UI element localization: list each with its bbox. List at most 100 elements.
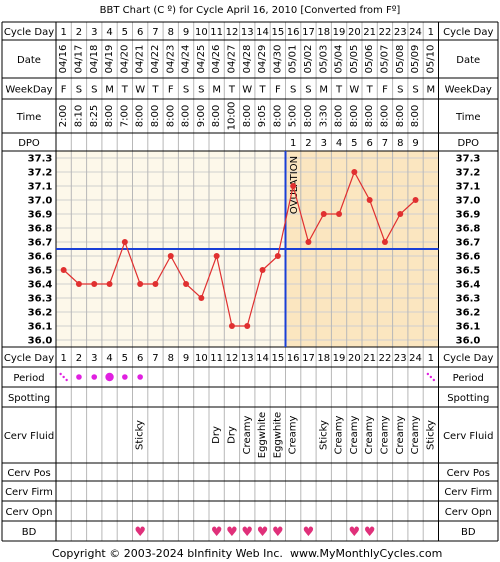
y-tick-label-left: 37.1 (28, 182, 53, 193)
time-cell: 3:30 (318, 105, 329, 127)
label-cell (2, 407, 56, 463)
y-tick-label-left: 36.8 (28, 224, 53, 235)
time-cell: 8:00 (364, 105, 375, 127)
dpo-cell: 3 (321, 138, 327, 149)
temperature-point (412, 197, 419, 203)
bd-heart-icon: ♥ (134, 525, 146, 540)
bd-heart-icon: ♥ (226, 525, 238, 540)
cycle-day-cell-bottom: 19 (333, 353, 346, 364)
dpo-cell: 1 (290, 138, 296, 149)
date-cell: 04/23 (165, 45, 176, 74)
weekday-cell: W (349, 85, 359, 96)
temperature-point (60, 267, 67, 273)
time-cell: 8:00 (410, 105, 421, 127)
temperature-point (336, 211, 343, 217)
cycle-day-cell: 22 (379, 27, 392, 38)
cycle-day-bottom-label-left: Cycle Day (4, 353, 54, 364)
y-tick-label-left: 36.6 (28, 252, 53, 263)
cycle-day-label-right: Cycle Day (443, 27, 493, 38)
spotting-label-left: Spotting (8, 393, 50, 404)
dpo-cell: 9 (412, 138, 418, 149)
date-cell: 04/24 (181, 45, 192, 74)
cycle-day-cell: 9 (183, 27, 189, 38)
cycle-day-cell-bottom: 7 (152, 353, 158, 364)
weekday-cell: S (305, 85, 311, 96)
time-cell: 8:00 (104, 105, 115, 127)
bd-heart-icon: ♥ (272, 525, 284, 540)
cycle-day-cell-bottom: 23 (394, 353, 407, 364)
date-cell: 05/04 (334, 45, 345, 74)
time-cell: 9:00 (196, 105, 207, 127)
y-tick-label-right: 36.9 (456, 210, 481, 221)
bd-label-right: BD (461, 527, 476, 538)
cycle-day-cell-bottom: 21 (363, 353, 376, 364)
cycle-day-cell-bottom: 10 (195, 353, 208, 364)
cycle-day-cell: 6 (137, 27, 143, 38)
y-tick-label-right: 36.5 (456, 266, 481, 277)
cycle-day-cell-bottom: 1 (60, 353, 66, 364)
label-cell (2, 78, 56, 99)
period-spotting-dot (65, 378, 68, 382)
cycle-day-cell: 19 (333, 27, 346, 38)
cycle-day-cell: 12 (226, 27, 239, 38)
bd-heart-icon: ♥ (364, 525, 376, 540)
temperature-point (244, 323, 251, 329)
cycle-day-cell: 2 (76, 27, 82, 38)
y-tick-label-right: 36.1 (456, 322, 481, 333)
weekday-cell: T (228, 85, 236, 96)
cycle-day-cell: 3 (91, 27, 97, 38)
dpo-label-right: DPO (457, 138, 479, 149)
date-cell: 05/08 (395, 45, 406, 74)
time-cell: 10:00 (226, 102, 237, 131)
label-cell (2, 40, 56, 78)
cerv-fluid-cell: Eggwhite (257, 412, 268, 458)
period-dot (122, 374, 128, 380)
label-cell (2, 463, 56, 481)
dpo-cell: 5 (351, 138, 357, 149)
weekday-cell: S (91, 85, 97, 96)
time-cell: 8:00 (181, 105, 192, 127)
cerv-fluid-cell: Sticky (425, 420, 436, 450)
cerv-fluid-cell: Creamy (410, 416, 421, 455)
cerv-fluid-cell: Sticky (318, 420, 329, 450)
cerv-fluid-cell: Creamy (379, 416, 390, 455)
time-cell: 9:05 (257, 105, 268, 127)
temperature-point (167, 253, 174, 259)
time-cell: 8:00 (334, 105, 345, 127)
y-tick-label-right: 37.2 (456, 168, 481, 179)
cycle-day-cell-bottom: 3 (91, 353, 97, 364)
date-cell: 05/05 (349, 45, 360, 74)
temperature-point (152, 281, 159, 287)
weekday-cell: F (382, 85, 388, 96)
weekday-label-right: WeekDay (445, 85, 492, 96)
y-tick-label-right: 36.3 (456, 294, 481, 305)
cycle-day-cell-bottom: 2 (76, 353, 82, 364)
cerv-firm-label-left: Cerv Firm (5, 487, 53, 498)
temperature-point (259, 267, 266, 273)
weekday-cell: F (168, 85, 174, 96)
dpo-cell: 8 (397, 138, 403, 149)
cycle-day-cell-bottom: 1 (428, 353, 434, 364)
date-cell: 04/29 (257, 45, 268, 74)
bd-heart-icon: ♥ (257, 525, 269, 540)
cycle-day-cell: 5 (122, 27, 128, 38)
time-cell: 8:00 (242, 105, 253, 127)
cycle-day-cell: 21 (363, 27, 376, 38)
y-tick-label-left: 36.1 (28, 322, 53, 333)
temperature-point (381, 239, 388, 245)
cycle-day-cell: 1 (428, 27, 434, 38)
period-dot-heavy (105, 372, 114, 382)
cycle-day-cell: 13 (241, 27, 254, 38)
y-tick-label-left: 37.3 (28, 154, 53, 165)
date-cell: 05/01 (288, 45, 299, 74)
cerv-fluid-cell: Creamy (395, 416, 406, 455)
date-cell: 04/26 (211, 45, 222, 74)
cycle-day-cell: 8 (168, 27, 174, 38)
cycle-day-cell-bottom: 20 (348, 353, 361, 364)
cycle-day-cell-bottom: 9 (183, 353, 189, 364)
y-tick-label-right: 37.3 (456, 154, 481, 165)
cycle-day-cell: 23 (394, 27, 407, 38)
cycle-day-cell: 18 (317, 27, 330, 38)
period-dot (76, 374, 82, 380)
